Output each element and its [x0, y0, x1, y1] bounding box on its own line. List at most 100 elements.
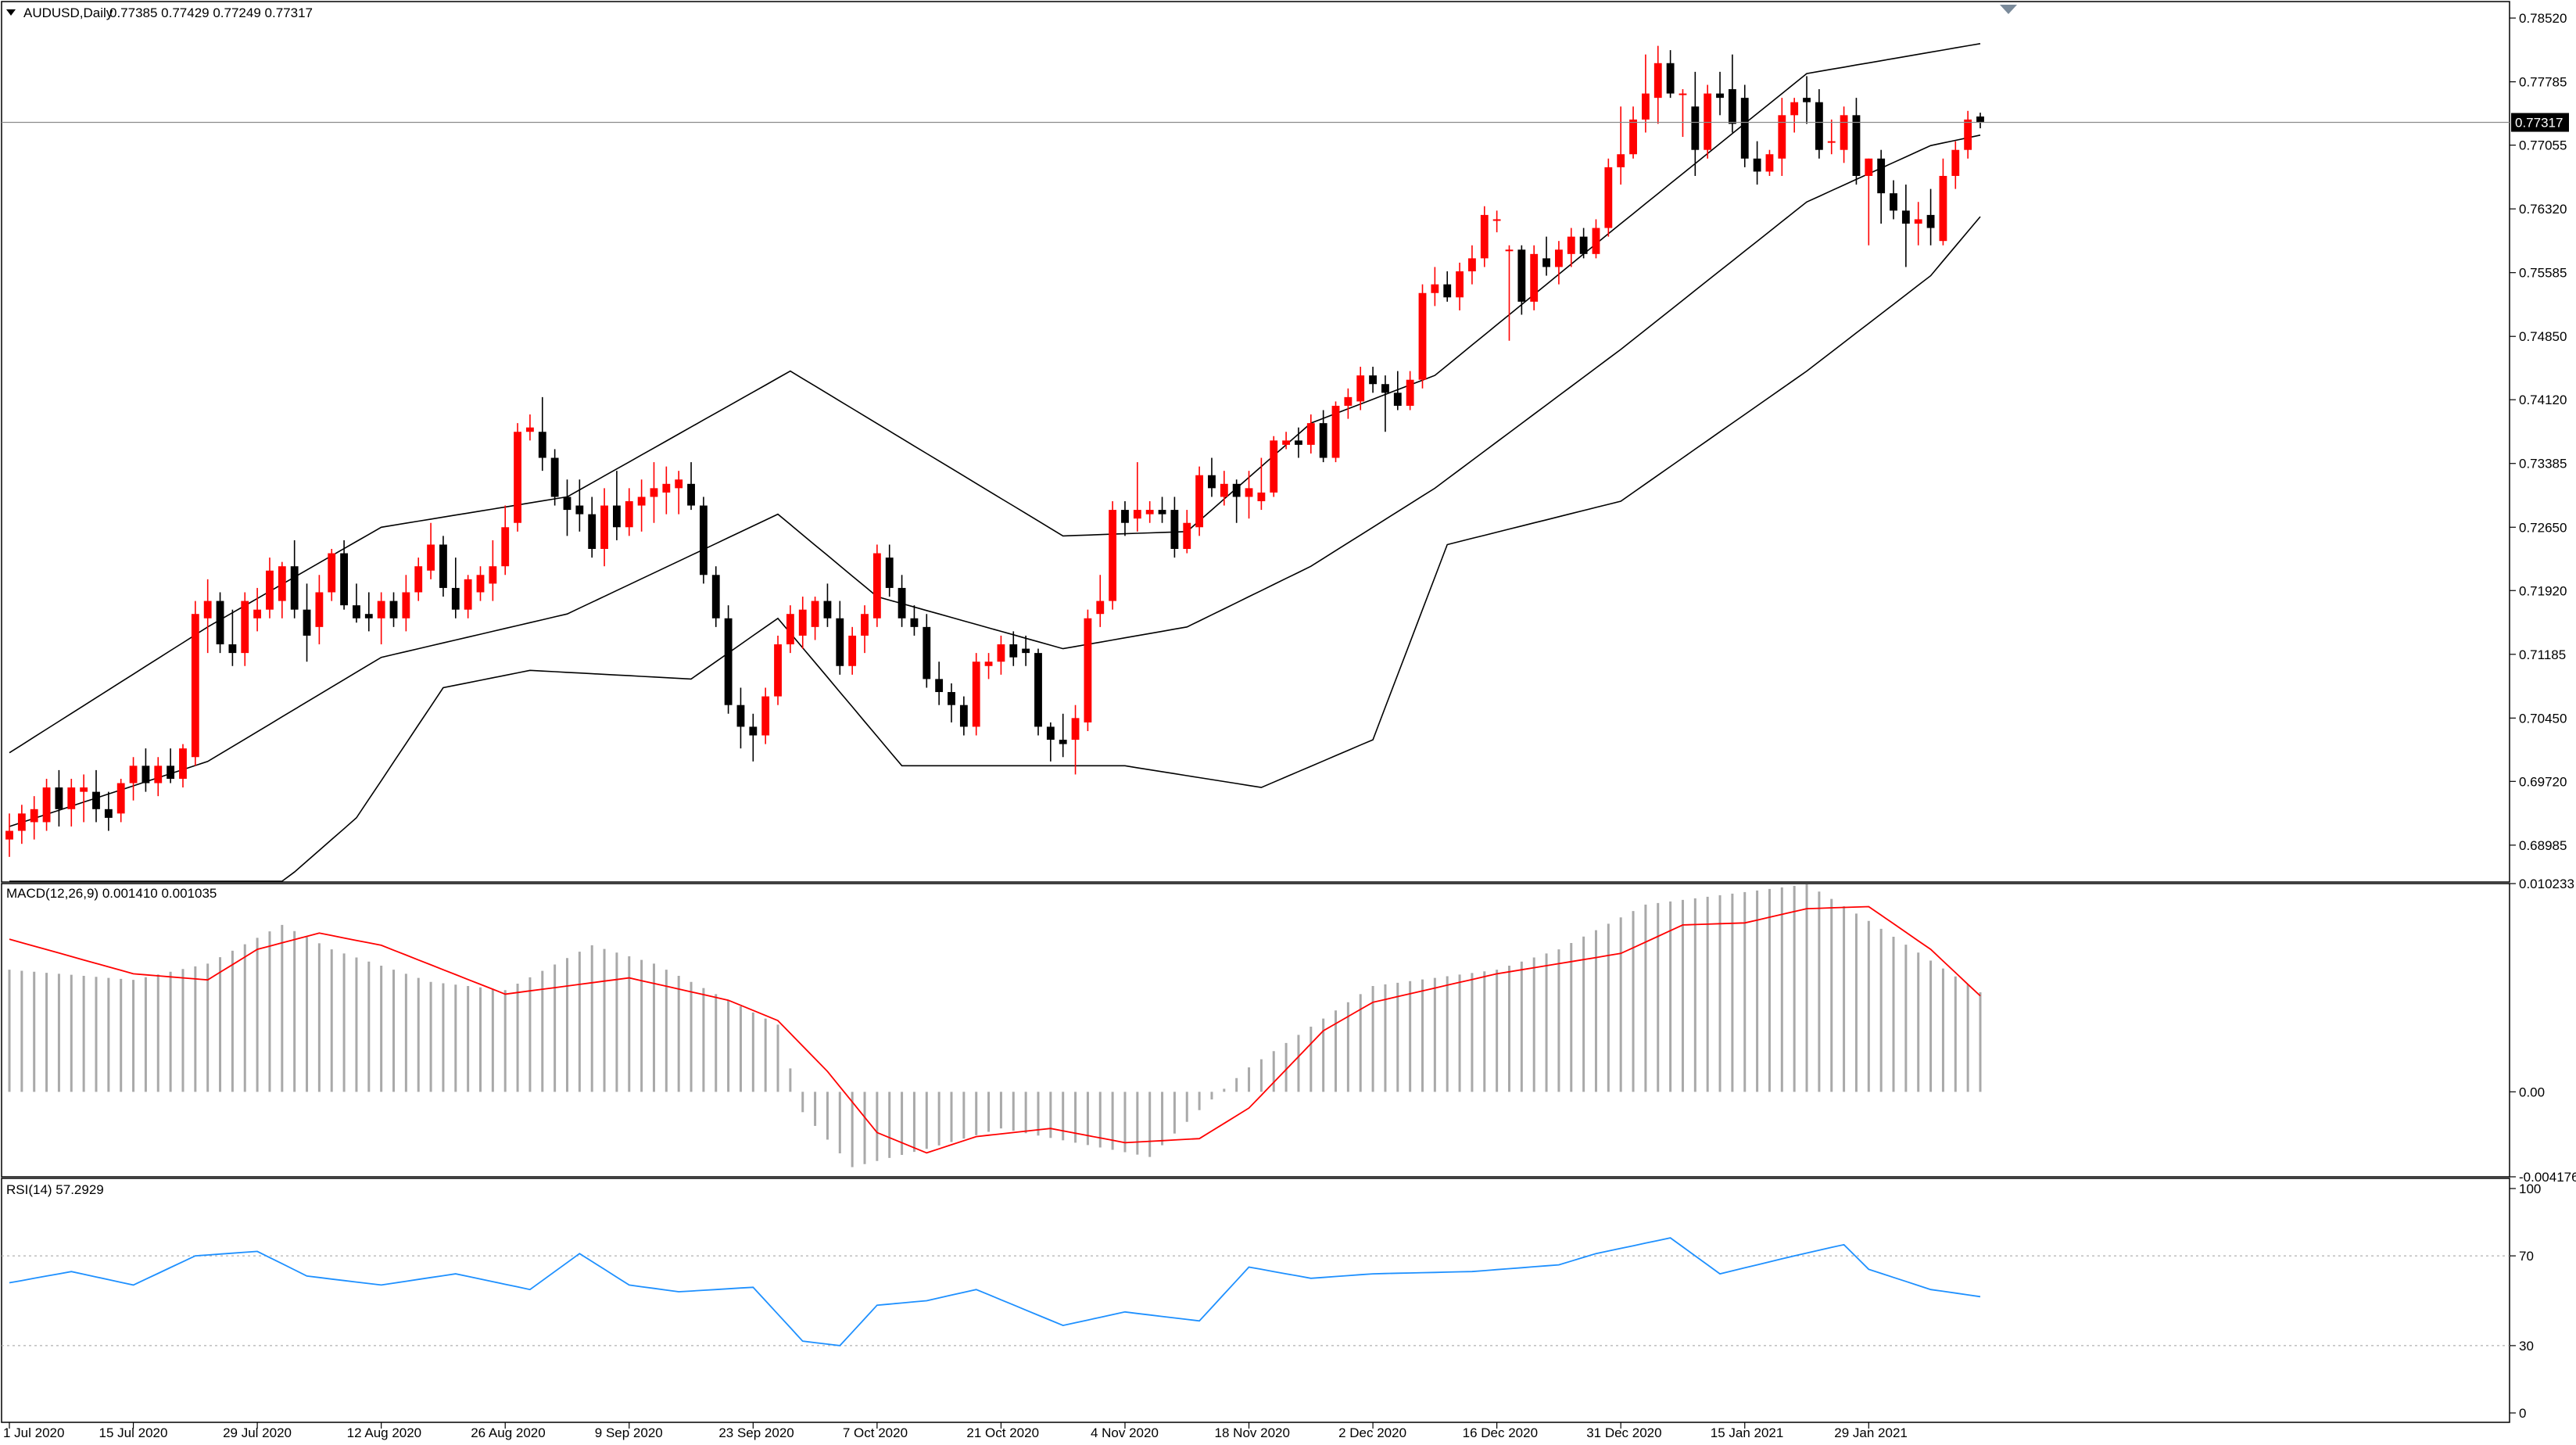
- candle-body: [1704, 93, 1712, 150]
- candle: [1765, 149, 1774, 176]
- candle-body: [1145, 510, 1154, 515]
- candle: [1877, 149, 1886, 224]
- candle-body: [1666, 63, 1675, 94]
- candle-body: [1592, 228, 1600, 254]
- candle: [563, 479, 571, 536]
- candle: [662, 466, 671, 515]
- candle-body: [1790, 102, 1799, 116]
- candle-body: [538, 432, 546, 458]
- time-tick-label: 15 Jan 2021: [1711, 1425, 1784, 1440]
- candle-body: [1306, 423, 1315, 445]
- candle-body: [241, 601, 249, 654]
- rsi-panel-frame: [1, 1178, 2510, 1423]
- candle: [1641, 54, 1650, 133]
- candle-body: [872, 553, 881, 619]
- candle: [675, 471, 683, 515]
- candle: [5, 813, 13, 857]
- candle: [1865, 158, 1873, 246]
- candle: [1022, 635, 1030, 666]
- rsi-tick-label: 0: [2519, 1406, 2526, 1421]
- candle: [1418, 284, 1427, 389]
- collapse-arrow-icon[interactable]: [6, 9, 16, 16]
- candle: [1170, 497, 1179, 558]
- candle: [1976, 113, 1984, 129]
- candle-body: [948, 692, 955, 705]
- price-tick-label: 0.71185: [2519, 647, 2566, 662]
- current-price-tag-text: 0.77317: [2515, 116, 2563, 131]
- candle: [1109, 500, 1117, 610]
- candle: [1381, 375, 1389, 432]
- candle-body: [1753, 158, 1761, 172]
- candle: [1344, 388, 1352, 419]
- candle-body: [427, 544, 435, 571]
- candle: [1492, 210, 1501, 233]
- candle-body: [910, 618, 919, 627]
- price-panel-frame: [1, 1, 2510, 883]
- macd-tick-label: 0.010233: [2519, 877, 2574, 891]
- candle: [1133, 462, 1141, 532]
- candle-body: [5, 830, 13, 840]
- candle: [1443, 271, 1452, 302]
- candle-body: [55, 787, 63, 809]
- candle-body: [1369, 375, 1378, 385]
- candle-body: [266, 570, 274, 610]
- candle: [823, 583, 832, 627]
- candle-body: [42, 787, 51, 823]
- chart-shift-marker[interactable]: [2000, 5, 2017, 14]
- candle: [191, 601, 199, 766]
- candle-body: [1133, 510, 1141, 519]
- candle: [377, 592, 385, 645]
- candle: [129, 757, 138, 801]
- price-axis: 0.78520 0.77785 0.77055 0.76320 0.75585 0.748…: [2510, 11, 2567, 853]
- time-tick-label: 15 Jul 2020: [99, 1425, 168, 1440]
- candle-body: [1319, 423, 1327, 458]
- candle-body: [451, 587, 460, 610]
- candle: [798, 597, 807, 649]
- candle: [266, 558, 274, 619]
- bollinger-middle-band: [9, 134, 1981, 827]
- macd-tick-label: -0.004176: [2519, 1170, 2576, 1185]
- candle: [625, 488, 633, 536]
- candle: [1716, 71, 1724, 116]
- candle-body: [1890, 193, 1897, 211]
- candle: [600, 488, 608, 567]
- candle: [1852, 98, 1861, 185]
- price-tick-label: 0.77055: [2519, 138, 2567, 153]
- candle: [1356, 367, 1365, 411]
- candle-body: [1579, 236, 1588, 254]
- candle: [1282, 432, 1291, 450]
- candle-body: [1914, 219, 1922, 224]
- candle-body: [154, 766, 163, 783]
- candle: [439, 536, 447, 597]
- time-tick-label: 16 Dec 2020: [1463, 1425, 1538, 1440]
- candle: [1456, 262, 1464, 310]
- candle-body: [526, 427, 534, 432]
- candle: [997, 635, 1005, 675]
- candle: [1579, 228, 1588, 259]
- candle: [1319, 410, 1327, 463]
- bollinger-lower-band: [9, 216, 1981, 882]
- candle: [1926, 188, 1935, 246]
- candle: [1431, 267, 1439, 307]
- candle: [774, 635, 782, 705]
- candle: [216, 592, 224, 654]
- candle-body: [1827, 141, 1836, 143]
- candle: [1306, 414, 1315, 454]
- candle-body: [167, 766, 175, 779]
- candle: [203, 579, 212, 654]
- candle: [389, 592, 398, 627]
- candle-body: [1803, 98, 1811, 102]
- candle: [1666, 50, 1675, 99]
- candle-body: [1641, 93, 1650, 120]
- candle-body: [1232, 483, 1241, 497]
- candle: [1691, 71, 1700, 176]
- candle: [948, 683, 955, 722]
- candle-body: [1728, 89, 1736, 124]
- candle-body: [1976, 116, 1984, 123]
- candle-body: [1492, 219, 1501, 221]
- candle: [699, 497, 708, 584]
- candle: [1951, 141, 1960, 189]
- candle-body: [1393, 393, 1402, 406]
- price-tick-label: 0.74120: [2519, 393, 2567, 407]
- time-tick-label: 9 Sep 2020: [595, 1425, 663, 1440]
